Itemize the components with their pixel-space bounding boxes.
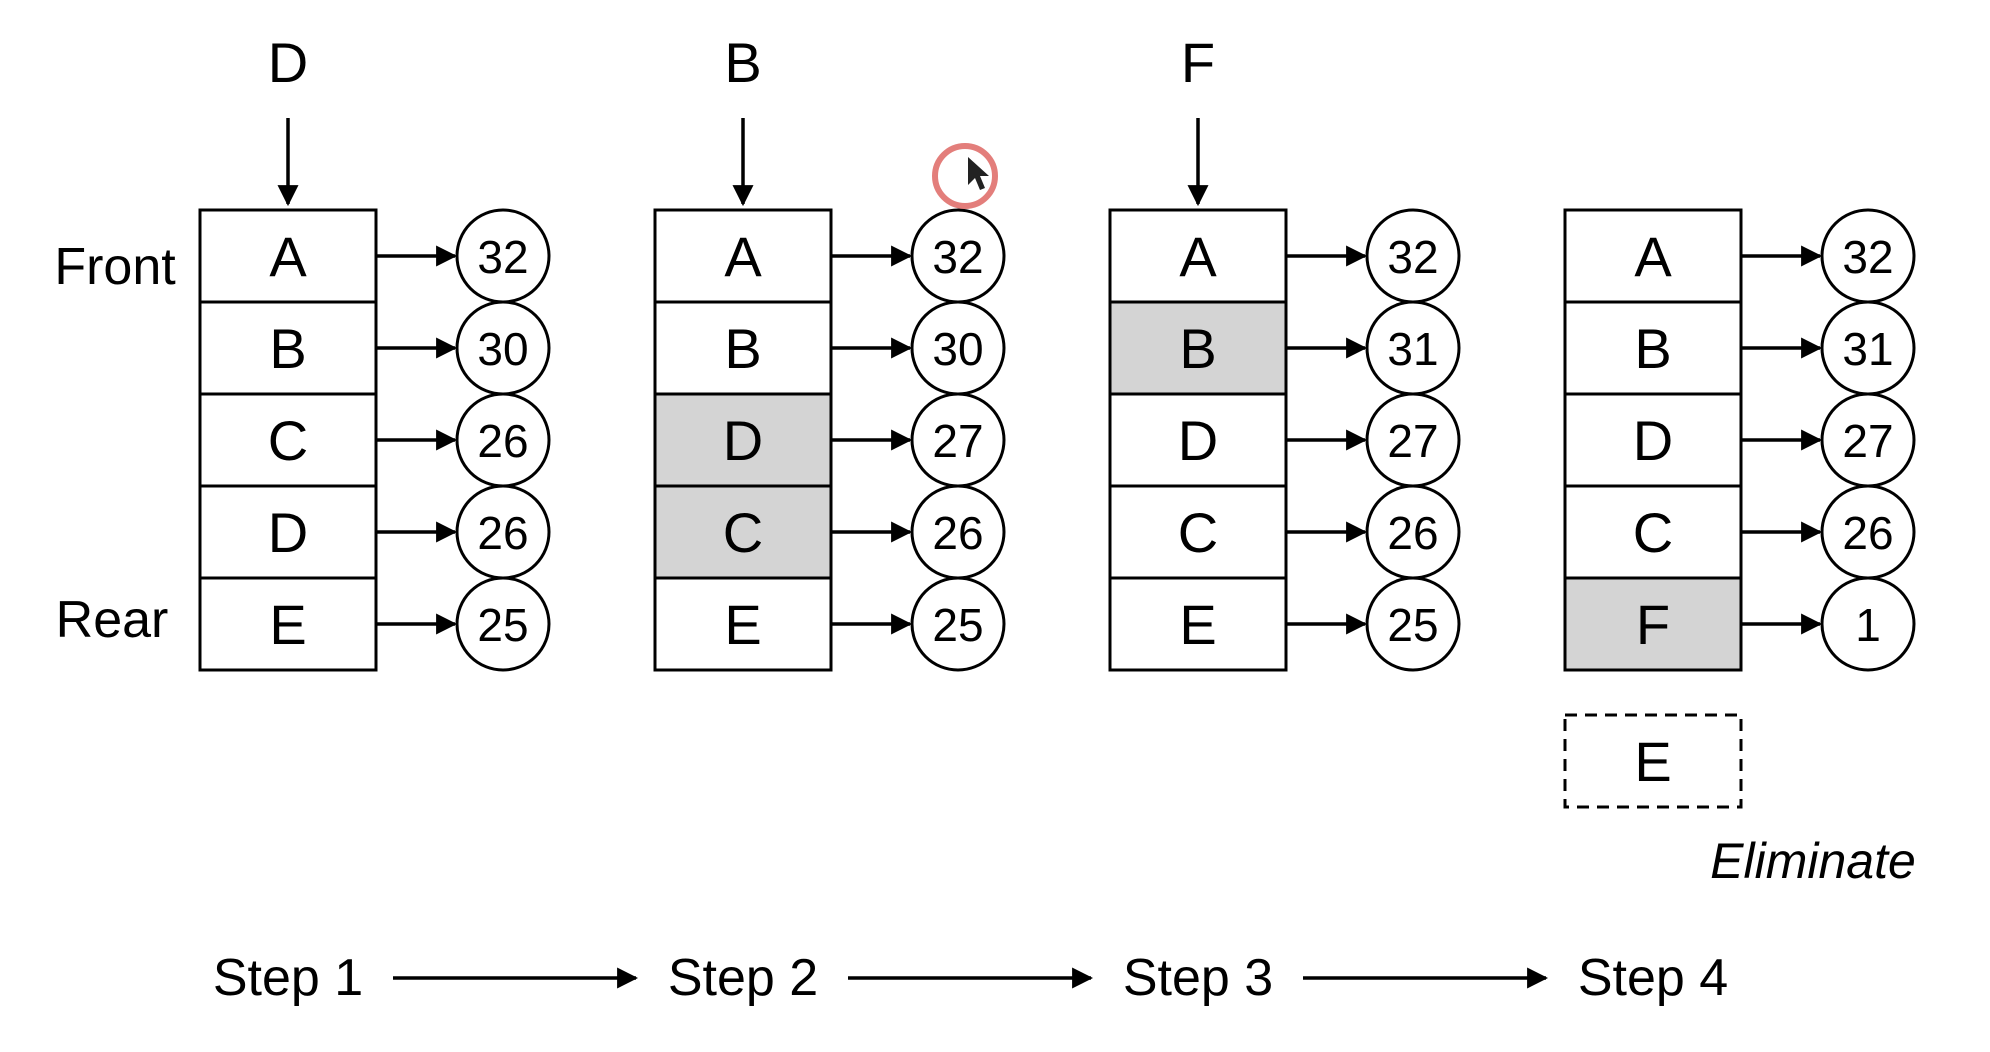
counter-value: 26 — [932, 507, 983, 559]
step-4-group: A 32 B 31 D 27 C 26 F 1 E Eliminate Step 4 — [1565, 210, 1916, 1007]
cell-letter: A — [269, 225, 307, 288]
counter-value: 27 — [1842, 415, 1893, 467]
step-label: Step 4 — [1578, 949, 1728, 1007]
cell-letter: B — [1179, 317, 1216, 380]
cell-letter: E — [269, 593, 306, 656]
eliminate-caption: Eliminate — [1710, 833, 1916, 889]
pointer-label: D — [268, 31, 308, 94]
cell-letter: C — [1633, 501, 1673, 564]
cell-letter: B — [724, 317, 761, 380]
counter-value: 31 — [1387, 323, 1438, 375]
counter-value: 26 — [1842, 507, 1893, 559]
counter-value: 32 — [1842, 231, 1893, 283]
counter-value: 31 — [1842, 323, 1893, 375]
cell-letter: E — [1179, 593, 1216, 656]
cell-letter: A — [724, 225, 762, 288]
counter-value: 27 — [1387, 415, 1438, 467]
step-3-group: F A 32 B 31 D 27 C 26 E 25 Step 3 — [1110, 31, 1459, 1007]
cell-letter: C — [723, 501, 763, 564]
counter-value: 30 — [932, 323, 983, 375]
cell-letter: D — [723, 409, 763, 472]
counter-value: 25 — [1387, 599, 1438, 651]
cell-letter: C — [1178, 501, 1218, 564]
cell-letter: D — [1633, 409, 1673, 472]
counter-value: 25 — [477, 599, 528, 651]
cell-letter: D — [1178, 409, 1218, 472]
counter-value: 26 — [477, 415, 528, 467]
cell-letter: E — [724, 593, 761, 656]
cell-letter: B — [1634, 317, 1671, 380]
counter-value: 27 — [932, 415, 983, 467]
pointer-label: F — [1181, 31, 1215, 94]
rear-label: Rear — [56, 591, 169, 649]
front-label: Front — [54, 238, 176, 296]
counter-value: 1 — [1855, 599, 1881, 651]
counter-value: 32 — [477, 231, 528, 283]
counter-value: 26 — [477, 507, 528, 559]
cell-letter: A — [1179, 225, 1217, 288]
step-1-group: D A 32 B 30 C 26 D 26 E 25 Step 1 — [200, 31, 549, 1007]
eliminated-letter: E — [1634, 730, 1671, 793]
step-label: Step 2 — [668, 949, 818, 1007]
mouse-cursor-icon — [935, 146, 995, 206]
cell-letter: F — [1636, 593, 1670, 656]
counter-value: 30 — [477, 323, 528, 375]
cell-letter: C — [268, 409, 308, 472]
pointer-label: B — [724, 31, 761, 94]
counter-value: 26 — [1387, 507, 1438, 559]
step-label: Step 3 — [1123, 949, 1273, 1007]
cell-letter: A — [1634, 225, 1672, 288]
cell-letter: D — [268, 501, 308, 564]
cell-letter: B — [269, 317, 306, 380]
counter-value: 32 — [932, 231, 983, 283]
step-label: Step 1 — [213, 949, 363, 1007]
counter-value: 32 — [1387, 231, 1438, 283]
counter-value: 25 — [932, 599, 983, 651]
